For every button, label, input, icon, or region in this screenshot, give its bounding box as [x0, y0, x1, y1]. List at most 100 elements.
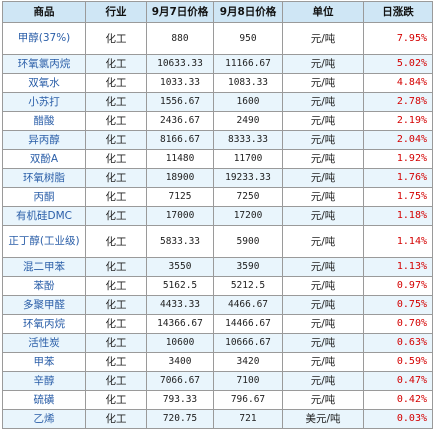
commodity-cell: 甲苯	[2, 352, 86, 372]
daily-change-cell: 2.19%	[363, 111, 433, 131]
price-sep7-cell: 11480	[146, 149, 214, 169]
commodity-cell: 活性炭	[2, 333, 86, 353]
table-row: 环氧氯丙烷 化工 10633.33 11166.67 元/吨 5.02%	[2, 54, 433, 74]
price-sep7-cell: 14366.67	[146, 314, 214, 334]
price-sep8-cell: 5900	[213, 225, 283, 258]
unit-cell: 元/吨	[282, 111, 364, 131]
daily-change-cell: 1.18%	[363, 206, 433, 226]
industry-cell: 化工	[85, 295, 147, 315]
commodity-cell: 环氧丙烷	[2, 314, 86, 334]
header-commodity: 商品	[2, 1, 86, 23]
table-row: 多聚甲醛 化工 4433.33 4466.67 元/吨 0.75%	[2, 295, 433, 315]
price-sep8-cell: 7250	[213, 187, 283, 207]
table-row: 辛醇 化工 7066.67 7100 元/吨 0.47%	[2, 371, 433, 391]
industry-cell: 化工	[85, 111, 147, 131]
price-sep8-cell: 796.67	[213, 390, 283, 410]
price-sep7-cell: 880	[146, 22, 214, 55]
price-sep8-cell: 950	[213, 22, 283, 55]
commodity-cell: 双氧水	[2, 73, 86, 93]
price-sep7-cell: 3400	[146, 352, 214, 372]
price-sep8-cell: 1600	[213, 92, 283, 112]
unit-cell: 元/吨	[282, 149, 364, 169]
daily-change-cell: 0.97%	[363, 276, 433, 296]
commodity-cell: 丙酮	[2, 187, 86, 207]
industry-cell: 化工	[85, 352, 147, 372]
industry-cell: 化工	[85, 54, 147, 74]
daily-change-cell: 1.75%	[363, 187, 433, 207]
table-row: 正丁醇(工业级) 化工 5833.33 5900 元/吨 1.14%	[2, 225, 433, 258]
industry-cell: 化工	[85, 22, 147, 55]
price-sep8-cell: 10666.67	[213, 333, 283, 353]
commodity-cell: 小苏打	[2, 92, 86, 112]
industry-cell: 化工	[85, 225, 147, 258]
header-row: 商品 行业 9月7日价格 9月8日价格 单位 日涨跌	[2, 1, 433, 23]
price-sep7-cell: 720.75	[146, 409, 214, 429]
price-sep7-cell: 4433.33	[146, 295, 214, 315]
commodity-cell: 辛醇	[2, 371, 86, 391]
unit-cell: 元/吨	[282, 168, 364, 188]
commodity-cell: 正丁醇(工业级)	[2, 225, 86, 258]
price-sep8-cell: 5212.5	[213, 276, 283, 296]
table-row: 苯酚 化工 5162.5 5212.5 元/吨 0.97%	[2, 276, 433, 296]
price-sep8-cell: 17200	[213, 206, 283, 226]
unit-cell: 元/吨	[282, 314, 364, 334]
unit-cell: 元/吨	[282, 130, 364, 150]
unit-cell: 元/吨	[282, 352, 364, 372]
industry-cell: 化工	[85, 206, 147, 226]
header-daily-change: 日涨跌	[363, 1, 433, 23]
header-price-sep8: 9月8日价格	[213, 1, 283, 23]
table-row: 小苏打 化工 1556.67 1600 元/吨 2.78%	[2, 92, 433, 112]
price-sep8-cell: 19233.33	[213, 168, 283, 188]
unit-cell: 元/吨	[282, 225, 364, 258]
table-header: 商品 行业 9月7日价格 9月8日价格 单位 日涨跌	[2, 1, 433, 23]
industry-cell: 化工	[85, 257, 147, 277]
table-row: 活性炭 化工 10600 10666.67 元/吨 0.63%	[2, 333, 433, 353]
table-row: 乙烯 化工 720.75 721 美元/吨 0.03%	[2, 409, 433, 429]
table-row: 双氧水 化工 1033.33 1083.33 元/吨 4.84%	[2, 73, 433, 93]
daily-change-cell: 0.63%	[363, 333, 433, 353]
commodity-cell: 环氧氯丙烷	[2, 54, 86, 74]
price-sep8-cell: 3420	[213, 352, 283, 372]
table-row: 环氧丙烷 化工 14366.67 14466.67 元/吨 0.70%	[2, 314, 433, 334]
table-row: 有机硅DMC 化工 17000 17200 元/吨 1.18%	[2, 206, 433, 226]
commodity-cell: 双酚A	[2, 149, 86, 169]
unit-cell: 元/吨	[282, 54, 364, 74]
daily-change-cell: 0.03%	[363, 409, 433, 429]
industry-cell: 化工	[85, 276, 147, 296]
price-sep8-cell: 11166.67	[213, 54, 283, 74]
price-sep7-cell: 7125	[146, 187, 214, 207]
unit-cell: 元/吨	[282, 390, 364, 410]
commodity-cell: 异丙醇	[2, 130, 86, 150]
table-row: 环氧树脂 化工 18900 19233.33 元/吨 1.76%	[2, 168, 433, 188]
unit-cell: 元/吨	[282, 257, 364, 277]
price-sep8-cell: 721	[213, 409, 283, 429]
table-row: 硫磺 化工 793.33 796.67 元/吨 0.42%	[2, 390, 433, 410]
table-row: 醋酸 化工 2436.67 2490 元/吨 2.19%	[2, 111, 433, 131]
industry-cell: 化工	[85, 168, 147, 188]
commodity-cell: 环氧树脂	[2, 168, 86, 188]
price-sep7-cell: 793.33	[146, 390, 214, 410]
price-sep7-cell: 1556.67	[146, 92, 214, 112]
table-row: 双酚A 化工 11480 11700 元/吨 1.92%	[2, 149, 433, 169]
unit-cell: 元/吨	[282, 92, 364, 112]
industry-cell: 化工	[85, 409, 147, 429]
unit-cell: 美元/吨	[282, 409, 364, 429]
unit-cell: 元/吨	[282, 187, 364, 207]
price-sep7-cell: 5833.33	[146, 225, 214, 258]
commodity-cell: 甲醇(37%)	[2, 22, 86, 55]
daily-change-cell: 1.92%	[363, 149, 433, 169]
table-row: 甲醇(37%) 化工 880 950 元/吨 7.95%	[2, 22, 433, 55]
daily-change-cell: 4.84%	[363, 73, 433, 93]
price-sep7-cell: 1033.33	[146, 73, 214, 93]
daily-change-cell: 5.02%	[363, 54, 433, 74]
industry-cell: 化工	[85, 371, 147, 391]
price-sep7-cell: 2436.67	[146, 111, 214, 131]
industry-cell: 化工	[85, 187, 147, 207]
daily-change-cell: 1.76%	[363, 168, 433, 188]
price-sep7-cell: 17000	[146, 206, 214, 226]
header-industry: 行业	[85, 1, 147, 23]
commodity-cell: 苯酚	[2, 276, 86, 296]
price-sep7-cell: 8166.67	[146, 130, 214, 150]
daily-change-cell: 2.78%	[363, 92, 433, 112]
